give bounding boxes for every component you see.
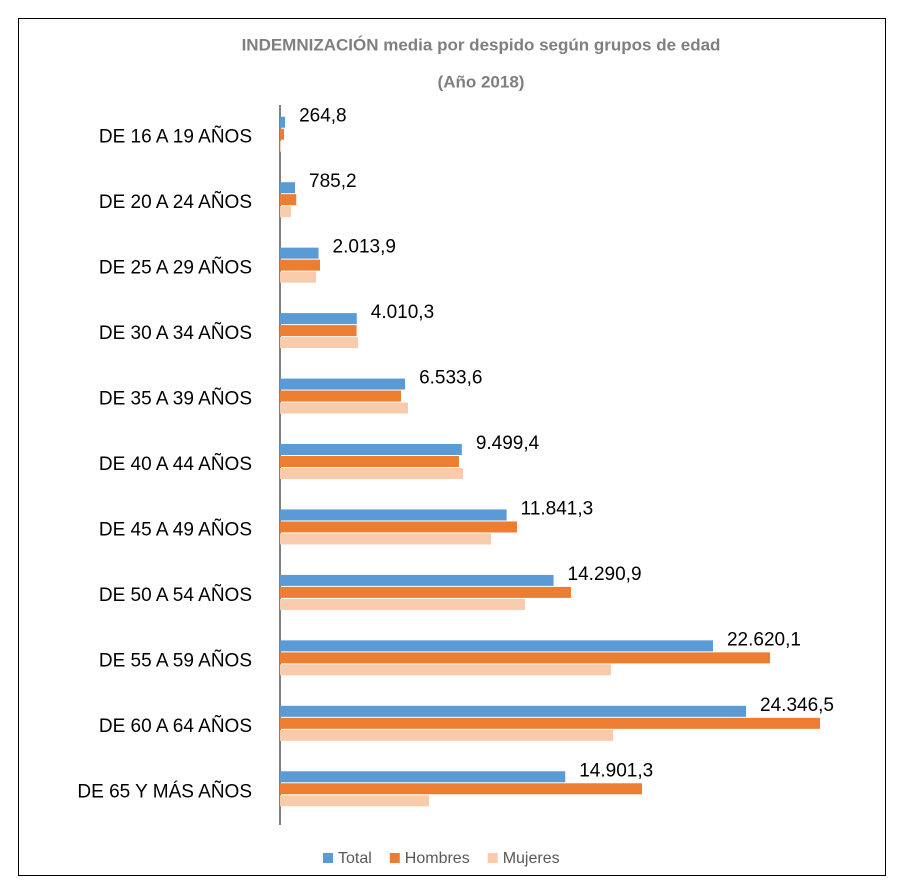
data-label: 14.901,3: [579, 760, 653, 781]
bar: [280, 533, 491, 545]
bar: [280, 729, 614, 741]
bar: [280, 182, 296, 194]
bar: [280, 771, 566, 783]
bar: [280, 128, 285, 140]
bar: [280, 468, 463, 479]
y-tick-label: DE 60 A 64 AÑOS: [99, 715, 252, 737]
data-label: 11.841,3: [521, 498, 594, 519]
data-label: 24.346,5: [760, 695, 834, 716]
legend-label: Hombres: [405, 850, 470, 867]
bar: [280, 140, 281, 152]
y-tick-label: DE 45 A 49 AÑOS: [99, 518, 252, 540]
bar: [280, 271, 316, 283]
data-label: 22.620,1: [727, 629, 801, 650]
bar: [280, 206, 292, 218]
legend-swatch: [389, 853, 400, 863]
bar: [280, 640, 713, 652]
bar: [280, 783, 642, 795]
y-tick-label: DE 40 A 44 AÑOS: [99, 453, 252, 475]
y-tick-label: DE 20 A 24 AÑOS: [99, 191, 252, 213]
bar: [280, 664, 611, 676]
chart-subtitle: (Año 2018): [438, 72, 525, 91]
bar: [280, 390, 401, 402]
data-label: 4.010,3: [371, 302, 434, 323]
legend-label: Total: [338, 850, 372, 867]
bar: [280, 521, 517, 533]
legend-swatch: [323, 853, 333, 863]
bar: [280, 586, 571, 598]
bar: [280, 444, 462, 455]
bar: [280, 705, 747, 717]
chart-title: INDEMNIZACIÓN media por despido según gr…: [242, 35, 721, 54]
data-label: 264,8: [299, 106, 347, 127]
bar: [280, 456, 459, 467]
y-tick-label: DE 35 A 39 AÑOS: [99, 388, 252, 410]
bar: [280, 259, 321, 271]
y-tick-label: DE 65 Y MÁS AÑOS: [77, 780, 252, 802]
bar: [280, 313, 357, 325]
bar: [280, 194, 297, 206]
y-tick-label: DE 16 A 19 AÑOS: [99, 126, 252, 148]
bar: [280, 717, 820, 729]
y-tick-label: DE 30 A 34 AÑOS: [99, 322, 252, 344]
y-tick-label: DE 50 A 54 AÑOS: [99, 584, 252, 606]
bar: [280, 378, 406, 390]
y-tick-label: DE 55 A 59 AÑOS: [99, 649, 252, 671]
y-tick-label: DE 25 A 29 AÑOS: [99, 257, 252, 279]
bar: [280, 574, 554, 586]
bar: [280, 652, 771, 664]
legend-swatch: [487, 853, 498, 863]
data-label: 9.499,4: [476, 433, 540, 454]
data-label: 6.533,6: [419, 368, 482, 389]
data-label: 785,2: [309, 171, 357, 192]
bar: [280, 795, 429, 807]
bar: [280, 116, 286, 128]
bar: [280, 598, 526, 610]
bar: [280, 402, 409, 414]
legend-label: Mujeres: [503, 850, 560, 867]
bar: [280, 325, 357, 337]
bar: [280, 337, 359, 349]
data-label: 14.290,9: [568, 564, 642, 585]
data-label: 2.013,9: [333, 237, 396, 258]
bar: [280, 509, 507, 521]
bar: [280, 247, 319, 259]
